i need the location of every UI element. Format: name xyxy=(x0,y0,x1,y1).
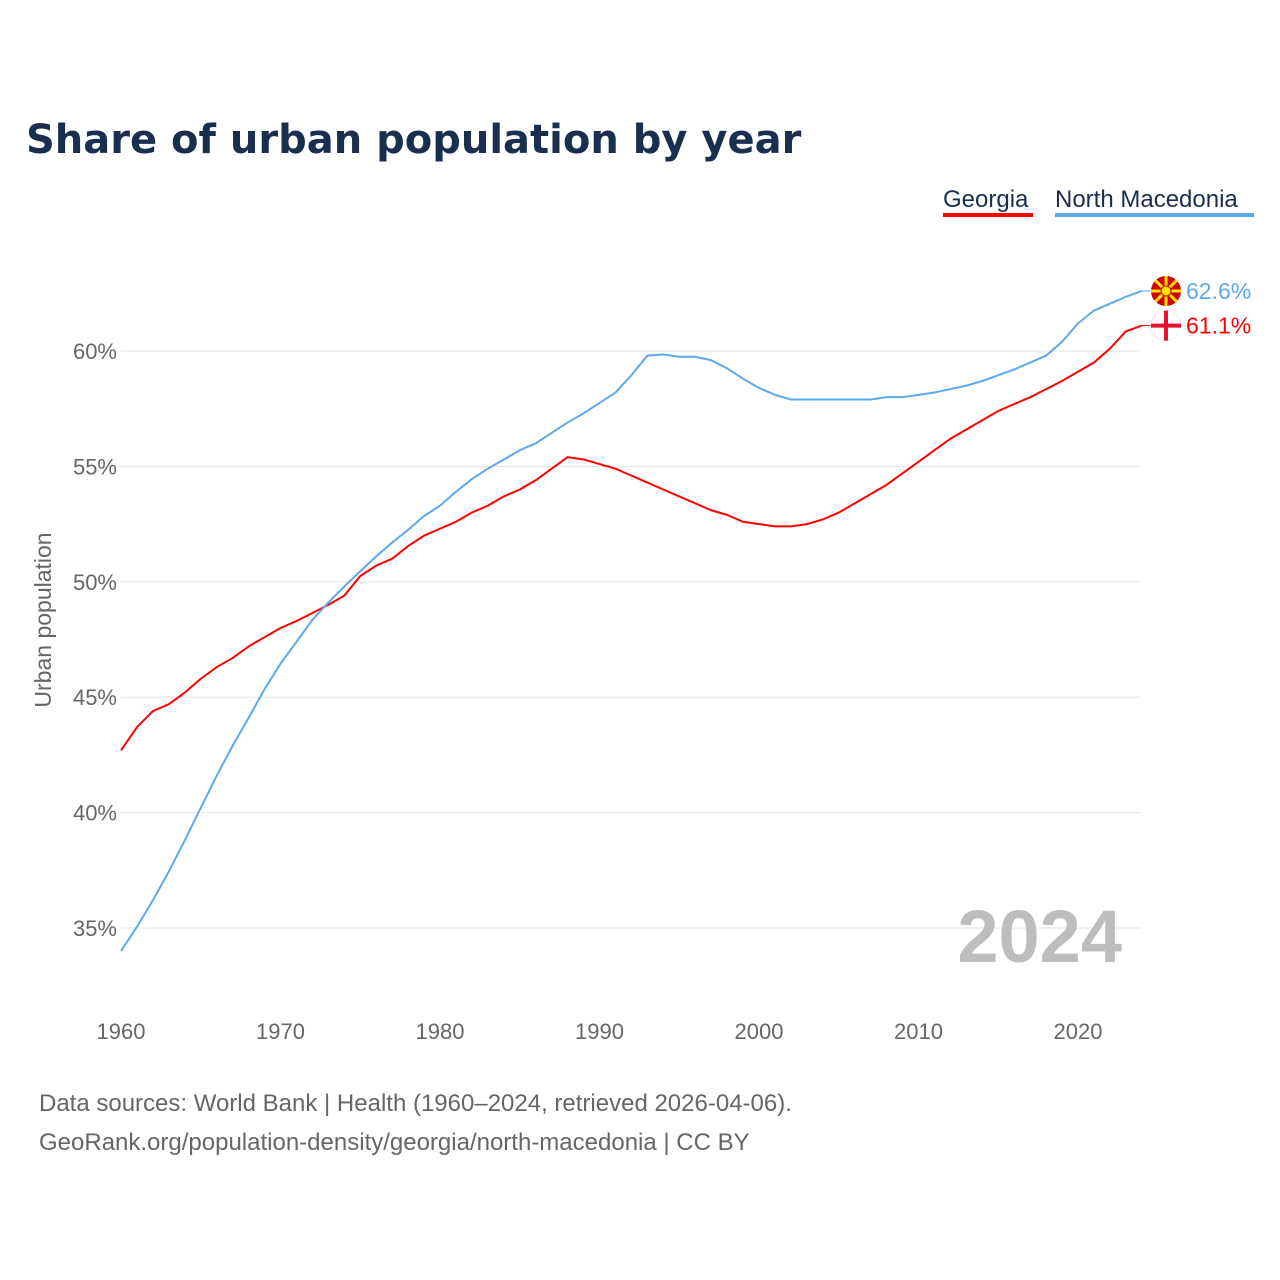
x-tick-label: 1980 xyxy=(416,1019,465,1044)
y-tick-label: 50% xyxy=(73,570,117,595)
x-tick-label: 2010 xyxy=(894,1019,943,1044)
end-value-label: 61.1% xyxy=(1186,313,1251,339)
georgia-flag-icon xyxy=(1150,310,1182,342)
legend-label: North Macedonia xyxy=(1055,186,1238,213)
series-line-georgia xyxy=(120,324,1143,751)
legend-swatch xyxy=(943,213,1033,217)
footer-credit[interactable]: GeoRank.org/population-density/georgia/n… xyxy=(39,1129,750,1156)
series-line-north-macedonia xyxy=(120,290,1143,952)
legend-label: Georgia xyxy=(943,186,1029,213)
y-axis-label: Urban population xyxy=(30,532,56,707)
chart-title: Share of urban population by year xyxy=(26,117,802,163)
y-tick-label: 40% xyxy=(73,801,117,826)
y-tick-label: 60% xyxy=(73,339,117,364)
y-tick-label: 55% xyxy=(73,454,117,479)
north-macedonia-flag-icon xyxy=(1151,275,1181,306)
x-tick-label: 2000 xyxy=(735,1019,784,1044)
x-tick-label: 2020 xyxy=(1054,1019,1103,1044)
x-tick-label: 1960 xyxy=(97,1019,146,1044)
legend-item-georgia[interactable]: Georgia xyxy=(943,186,1033,217)
legend-swatch xyxy=(1055,213,1254,217)
x-tick-label: 1970 xyxy=(256,1019,305,1044)
legend-item-north-macedonia[interactable]: North Macedonia xyxy=(1055,186,1254,217)
y-tick-label: 45% xyxy=(73,685,117,710)
y-tick-label: 35% xyxy=(73,916,117,941)
footer-sources: Data sources: World Bank | Health (1960–… xyxy=(39,1090,792,1117)
x-tick-label: 1990 xyxy=(575,1019,624,1044)
end-value-label: 62.6% xyxy=(1186,278,1251,304)
year-watermark: 2024 xyxy=(957,895,1122,978)
